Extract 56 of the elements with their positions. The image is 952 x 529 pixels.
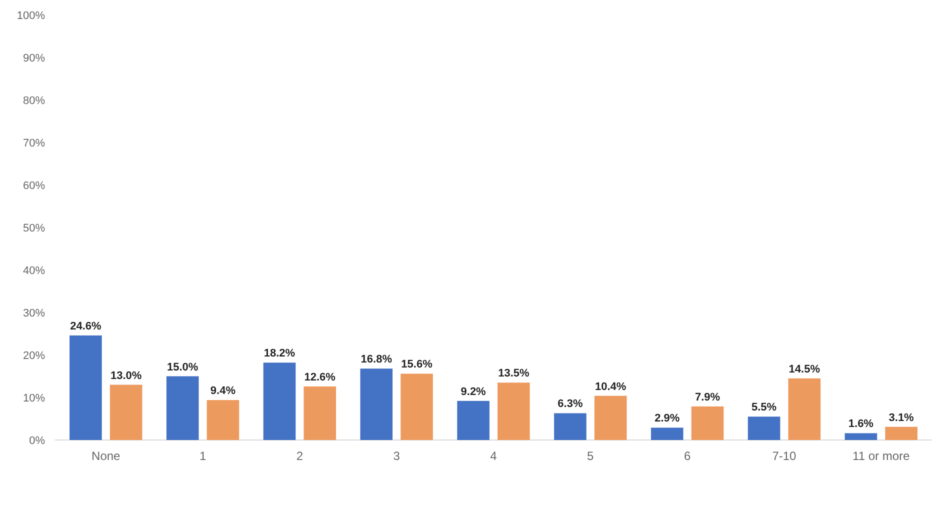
bar bbox=[748, 416, 780, 440]
data-label: 14.5% bbox=[788, 363, 820, 376]
data-label: 18.2% bbox=[264, 348, 296, 360]
data-label: 9.2% bbox=[460, 386, 486, 398]
y-tick-label: 50% bbox=[22, 222, 46, 234]
bar bbox=[110, 384, 142, 440]
bar bbox=[304, 386, 336, 440]
x-tick-label: 6 bbox=[684, 449, 691, 463]
data-label: 15.6% bbox=[401, 358, 433, 371]
y-tick-label: 20% bbox=[22, 350, 46, 362]
data-label: 2.9% bbox=[654, 412, 680, 425]
bar bbox=[691, 406, 724, 440]
data-label: 7.9% bbox=[694, 391, 720, 404]
bar bbox=[594, 396, 627, 440]
data-label: 3.1% bbox=[888, 412, 914, 424]
bar bbox=[166, 376, 199, 440]
bar bbox=[457, 400, 490, 440]
y-tick-label: 80% bbox=[22, 94, 46, 107]
x-tick-label: None bbox=[92, 449, 121, 463]
x-tick-label: 3 bbox=[393, 449, 400, 463]
bar bbox=[360, 368, 393, 440]
x-tick-label: 7-10 bbox=[772, 449, 797, 463]
y-tick-label: 10% bbox=[22, 392, 46, 404]
data-label: 13.5% bbox=[498, 368, 530, 380]
data-label: 13.0% bbox=[110, 370, 142, 382]
x-tick-label: 5 bbox=[587, 449, 594, 463]
bar bbox=[554, 413, 586, 440]
bar bbox=[885, 426, 918, 440]
data-label: 10.4% bbox=[594, 380, 626, 393]
bar bbox=[844, 433, 878, 440]
data-label: 12.6% bbox=[304, 371, 336, 384]
data-label: 9.4% bbox=[210, 385, 236, 398]
bar bbox=[650, 428, 684, 440]
data-label: 15.0% bbox=[166, 361, 198, 374]
data-label: 5.5% bbox=[751, 402, 777, 414]
data-label: 1.6% bbox=[848, 418, 874, 430]
bar bbox=[263, 362, 296, 440]
data-label: 24.6% bbox=[70, 320, 102, 332]
data-label: 6.3% bbox=[558, 398, 583, 410]
y-tick-label: 90% bbox=[22, 52, 46, 64]
bar bbox=[400, 374, 433, 440]
y-tick-label: 30% bbox=[22, 307, 46, 320]
y-tick-label: 70% bbox=[22, 137, 46, 150]
x-tick-label: 1 bbox=[199, 449, 206, 463]
x-tick-label: 11 or more bbox=[852, 449, 910, 463]
bar bbox=[206, 400, 240, 440]
y-tick-label: 60% bbox=[22, 180, 46, 192]
x-tick-label: 2 bbox=[296, 449, 304, 463]
bar bbox=[70, 335, 102, 440]
y-tick-label: 100% bbox=[16, 10, 46, 22]
bar bbox=[788, 378, 821, 440]
data-label: 16.8% bbox=[360, 354, 392, 366]
y-tick-label: 0% bbox=[29, 434, 46, 447]
y-tick-label: 40% bbox=[22, 264, 46, 277]
x-tick-label: 4 bbox=[490, 449, 498, 463]
bar bbox=[498, 382, 530, 440]
